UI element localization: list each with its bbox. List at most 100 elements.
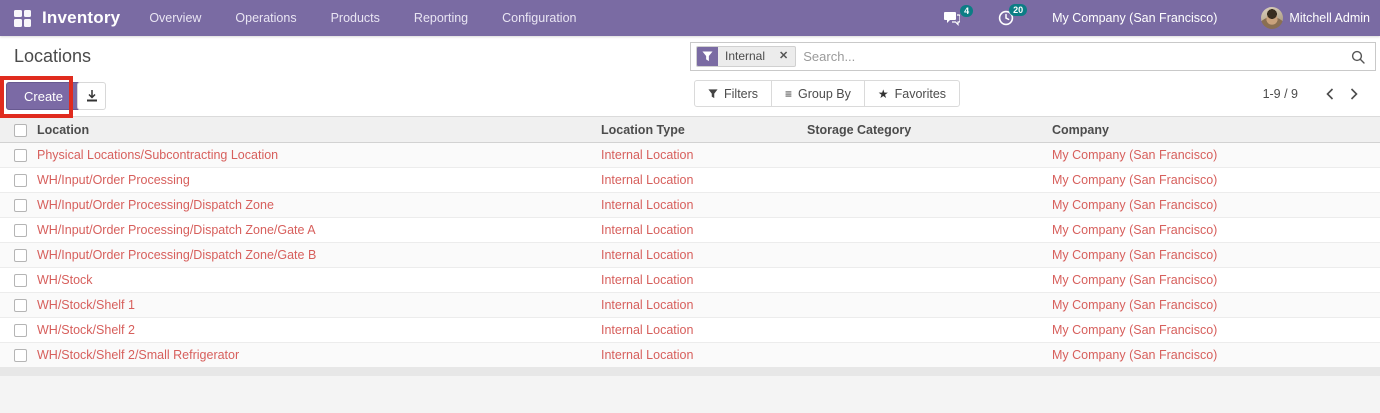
group-by-icon: ≡ [785, 86, 793, 101]
locations-table: Location Location Type Storage Category … [0, 116, 1380, 368]
nav-menu-reporting[interactable]: Reporting [413, 11, 469, 25]
facet-label: Internal [725, 49, 766, 63]
favorites-button[interactable]: ★ Favorites [863, 80, 961, 107]
pager-next-button[interactable] [1342, 84, 1366, 104]
row-checkbox[interactable] [14, 249, 27, 263]
apps-grid-icon[interactable] [14, 9, 31, 27]
header-location-type[interactable]: Location Type [601, 116, 807, 143]
app-name[interactable]: Inventory [42, 8, 121, 27]
location-type-cell[interactable]: Internal Location [601, 167, 807, 193]
table-row[interactable]: WH/Stock/Shelf 1 Internal Location My Co… [0, 292, 1380, 318]
table-row[interactable]: WH/Input/Order Processing/Dispatch Zone/… [0, 242, 1380, 268]
nav-menu-operations[interactable]: Operations [235, 11, 297, 25]
messages-badge: 4 [960, 4, 974, 17]
select-all-checkbox[interactable] [14, 123, 27, 137]
header-location[interactable]: Location [37, 116, 601, 143]
location-type-cell[interactable]: Internal Location [601, 317, 807, 343]
messages-button[interactable]: 4 [943, 4, 974, 26]
table-row[interactable]: WH/Input/Order Processing/Dispatch Zone/… [0, 217, 1380, 243]
company-cell[interactable]: My Company (San Francisco) [1052, 217, 1380, 243]
location-cell[interactable]: Physical Locations/Subcontracting Locati… [37, 142, 601, 168]
search-options: Filters ≡ Group By ★ Favorites [694, 80, 961, 107]
location-cell[interactable]: WH/Stock/Shelf 2/Small Refrigerator [37, 342, 601, 368]
table-row[interactable]: WH/Stock Internal Location My Company (S… [0, 267, 1380, 293]
location-cell[interactable]: WH/Input/Order Processing/Dispatch Zone [37, 192, 601, 218]
storage-category-cell [807, 267, 1052, 293]
row-checkbox[interactable] [14, 274, 27, 288]
company-cell[interactable]: My Company (San Francisco) [1052, 267, 1380, 293]
filters-button[interactable]: Filters [694, 80, 773, 107]
storage-category-cell [807, 242, 1052, 268]
user-menu[interactable]: Mitchell Admin [1289, 11, 1370, 25]
company-cell[interactable]: My Company (San Francisco) [1052, 167, 1380, 193]
company-switcher[interactable]: My Company (San Francisco) [1052, 11, 1218, 25]
company-cell[interactable]: My Company (San Francisco) [1052, 242, 1380, 268]
storage-category-cell [807, 192, 1052, 218]
activities-badge: 20 [1009, 4, 1028, 16]
table-row[interactable]: WH/Stock/Shelf 2/Small Refrigerator Inte… [0, 342, 1380, 368]
location-type-cell[interactable]: Internal Location [601, 142, 807, 168]
company-cell[interactable]: My Company (San Francisco) [1052, 192, 1380, 218]
company-cell[interactable]: My Company (San Francisco) [1052, 142, 1380, 168]
activities-button[interactable]: 20 [998, 4, 1028, 26]
top-navbar: Inventory Overview Operations Products R… [0, 0, 1380, 36]
location-cell[interactable]: WH/Input/Order Processing [37, 167, 601, 193]
row-checkbox[interactable] [14, 299, 27, 313]
location-type-cell[interactable]: Internal Location [601, 267, 807, 293]
storage-category-cell [807, 217, 1052, 243]
table-row[interactable]: Physical Locations/Subcontracting Locati… [0, 142, 1380, 168]
location-type-cell[interactable]: Internal Location [601, 217, 807, 243]
table-row[interactable]: WH/Input/Order Processing/Dispatch Zone … [0, 192, 1380, 218]
export-download-button[interactable] [77, 82, 106, 110]
location-cell[interactable]: WH/Input/Order Processing/Dispatch Zone/… [37, 242, 601, 268]
location-type-cell[interactable]: Internal Location [601, 192, 807, 218]
row-checkbox[interactable] [14, 174, 27, 188]
table-row[interactable]: WH/Stock/Shelf 2 Internal Location My Co… [0, 317, 1380, 343]
row-checkbox[interactable] [14, 149, 27, 163]
nav-menu: Overview Operations Products Reporting C… [132, 0, 593, 36]
table-bottom-band [0, 367, 1380, 376]
table-row[interactable]: WH/Input/Order Processing Internal Locat… [0, 167, 1380, 193]
location-cell[interactable]: WH/Input/Order Processing/Dispatch Zone/… [37, 217, 601, 243]
location-type-cell[interactable]: Internal Location [601, 292, 807, 318]
page-title: Locations [14, 46, 92, 66]
remove-facet-icon[interactable]: ✕ [779, 50, 789, 62]
location-type-cell[interactable]: Internal Location [601, 342, 807, 368]
nav-menu-overview[interactable]: Overview [149, 11, 202, 25]
star-icon: ★ [877, 86, 889, 101]
user-avatar[interactable] [1261, 7, 1284, 29]
location-type-cell[interactable]: Internal Location [601, 242, 807, 268]
create-button[interactable]: Create [6, 82, 82, 110]
header-storage-category[interactable]: Storage Category [807, 116, 1052, 143]
filter-icon [708, 88, 718, 98]
company-cell[interactable]: My Company (San Francisco) [1052, 342, 1380, 368]
pager-previous-button[interactable] [1318, 84, 1342, 104]
pager: 1-9 / 9 [1263, 80, 1366, 107]
location-cell[interactable]: WH/Stock [37, 267, 601, 293]
search-bar[interactable]: Internal ✕ [690, 42, 1376, 71]
company-cell[interactable]: My Company (San Francisco) [1052, 317, 1380, 343]
location-cell[interactable]: WH/Stock/Shelf 2 [37, 317, 601, 343]
storage-category-cell [807, 317, 1052, 343]
page-background [0, 376, 1380, 413]
search-icon[interactable] [1351, 50, 1365, 64]
nav-menu-configuration[interactable]: Configuration [502, 11, 577, 25]
storage-category-cell [807, 167, 1052, 193]
storage-category-cell [807, 292, 1052, 318]
header-company[interactable]: Company [1052, 116, 1380, 143]
filter-facet-icon [697, 47, 718, 66]
nav-menu-products[interactable]: Products [330, 11, 380, 25]
chevron-left-icon [1326, 87, 1334, 100]
row-checkbox[interactable] [14, 224, 27, 238]
activity-clock-icon [998, 10, 1014, 26]
row-checkbox[interactable] [14, 349, 27, 363]
row-checkbox[interactable] [14, 199, 27, 213]
chat-bubbles-icon [944, 11, 961, 26]
row-checkbox[interactable] [14, 324, 27, 338]
group-by-button[interactable]: ≡ Group By [771, 80, 865, 107]
location-cell[interactable]: WH/Stock/Shelf 1 [37, 292, 601, 318]
company-cell[interactable]: My Company (San Francisco) [1052, 292, 1380, 318]
search-input[interactable] [796, 49, 1351, 64]
chevron-right-icon [1350, 87, 1358, 100]
